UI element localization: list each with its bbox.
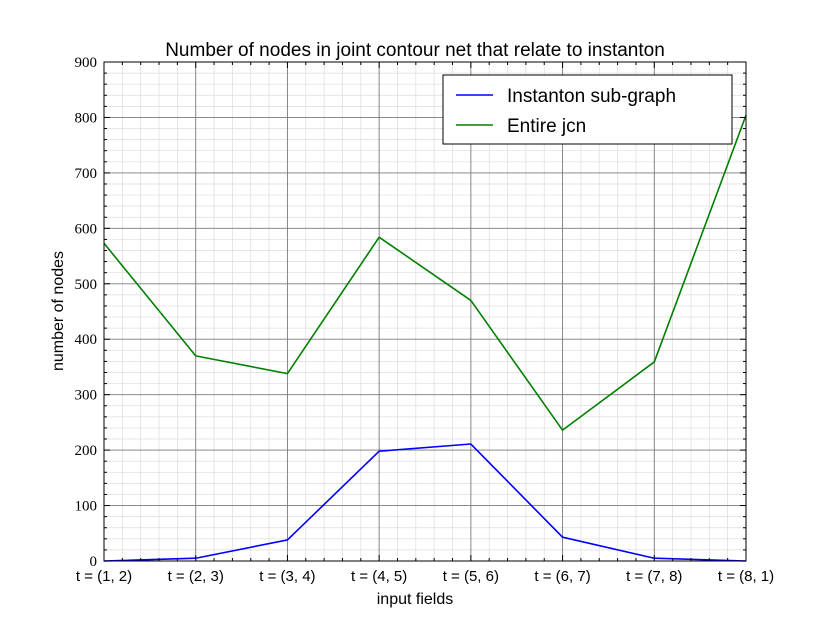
series-lines [103, 114, 747, 562]
x-tick-label: t = (1, 2) [76, 568, 132, 585]
legend-label-1: Entire jcn [507, 116, 586, 137]
y-axis-label: number of nodes [50, 251, 67, 371]
x-tick-label: t = (7, 8) [626, 568, 682, 585]
legend-label-0: Instanton sub-graph [507, 86, 676, 107]
y-tick-label: 200 [75, 443, 98, 459]
plot-frame [103, 61, 747, 562]
series-line-1 [103, 114, 747, 431]
x-tick-label: t = (6, 7) [534, 568, 590, 585]
y-tick-labels: 0 100 200 300 400 500 600 700 800 900 [75, 55, 98, 570]
x-tick-label: t = (3, 4) [259, 568, 315, 585]
x-axis-label: input fields [377, 591, 454, 608]
y-tick-label: 100 [75, 499, 98, 515]
x-tick-label: t = (2, 3) [168, 568, 224, 585]
y-tick-label: 900 [75, 55, 98, 71]
legend-box [442, 74, 733, 145]
y-tick-label: 800 [75, 110, 98, 126]
x-tick-label: t = (5, 6) [443, 568, 499, 585]
x-tick-label: t = (4, 5) [351, 568, 407, 585]
x-tick-label: t = (8, 1) [718, 568, 774, 585]
chart-title: Number of nodes in joint contour net tha… [165, 40, 665, 61]
y-tick-label: 0 [90, 554, 98, 570]
x-tick-labels: t = (1, 2) t = (2, 3) t = (3, 4) t = (4, 5)… [76, 568, 774, 585]
y-tick-label: 400 [75, 332, 98, 348]
y-tick-label: 600 [75, 221, 98, 237]
y-tick-label: 300 [75, 388, 98, 404]
grid [104, 62, 746, 561]
axis-ticks [103, 61, 747, 562]
y-tick-label: 500 [75, 277, 98, 293]
legend: Instanton sub-graph Entire jcn [442, 74, 733, 145]
y-tick-label: 700 [75, 166, 98, 182]
series-line-0 [103, 443, 747, 562]
